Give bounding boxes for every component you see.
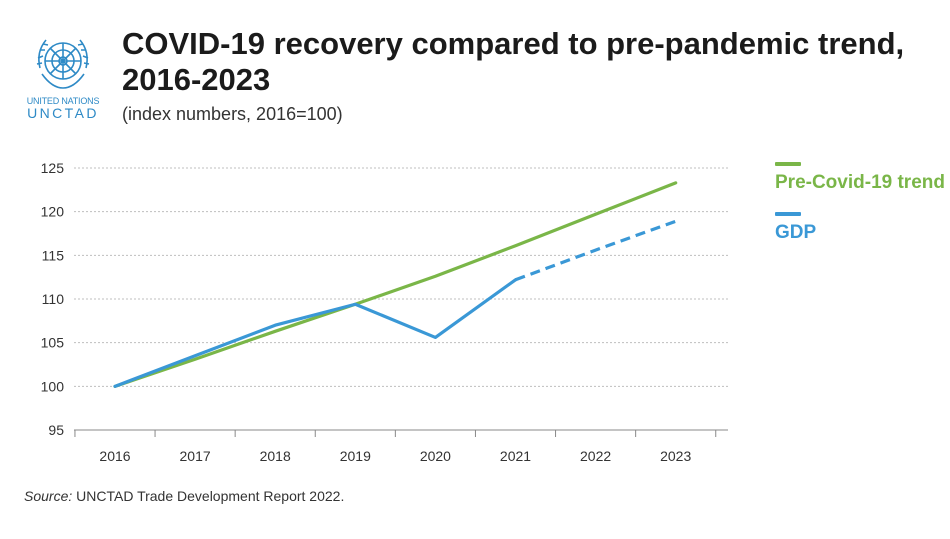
chart-series bbox=[113, 181, 678, 388]
source-label: Source: bbox=[24, 488, 73, 504]
x-tick-label: 2017 bbox=[180, 448, 211, 464]
x-tick-label: 2020 bbox=[420, 448, 451, 464]
source-text: UNCTAD Trade Development Report 2022. bbox=[72, 488, 345, 504]
y-tick-label: 105 bbox=[41, 335, 65, 351]
legend-item-gdp: GDP bbox=[775, 212, 945, 244]
x-tick-label: 2018 bbox=[260, 448, 291, 464]
legend-swatch-gdp bbox=[775, 212, 801, 216]
x-tick-label: 2019 bbox=[340, 448, 371, 464]
legend-item-trend: Pre-Covid-19 trend bbox=[775, 162, 945, 194]
legend-swatch-trend bbox=[775, 162, 801, 166]
x-tick-label: 2022 bbox=[580, 448, 611, 464]
y-tick-label: 100 bbox=[41, 378, 65, 394]
legend-label-trend: Pre-Covid-19 trend bbox=[775, 172, 945, 193]
logo-org-text: UNITED NATIONS bbox=[26, 96, 100, 106]
x-axis: 2016 2017 2018 2019 2020 2021 2022 2023 bbox=[74, 429, 728, 464]
series-line-pre-covid-trend bbox=[113, 181, 678, 388]
y-tick-label: 115 bbox=[42, 247, 65, 263]
chart-subtitle: (index numbers, 2016=100) bbox=[122, 104, 343, 124]
chart-grid bbox=[74, 167, 728, 387]
y-tick-label: 95 bbox=[48, 422, 64, 438]
legend-label-gdp: GDP bbox=[775, 222, 817, 243]
unctad-logo: UNITED NATIONS UNCTAD bbox=[20, 28, 106, 128]
x-tick-label: 2016 bbox=[99, 448, 130, 464]
chart-legend: Pre-Covid-19 trend GDP bbox=[775, 162, 945, 262]
y-tick-label: 125 bbox=[41, 160, 65, 176]
y-tick-label: 110 bbox=[42, 291, 65, 307]
y-tick-label: 120 bbox=[41, 204, 65, 220]
source-note: Source: UNCTAD Trade Development Report … bbox=[24, 488, 344, 504]
x-tick-label: 2021 bbox=[500, 448, 531, 464]
logo-name-text: UNCTAD bbox=[27, 105, 99, 121]
line-chart: 95 100 105 110 115 120 125 2016 2017 2018 2019 202… bbox=[41, 160, 728, 464]
y-axis: 95 100 105 110 115 120 125 bbox=[41, 160, 65, 438]
un-emblem-icon bbox=[36, 39, 90, 89]
x-tick-label: 2023 bbox=[660, 448, 691, 464]
series-line-gdp-projection bbox=[514, 219, 677, 282]
chart-title: COVID-19 recovery compared to pre-pandem… bbox=[122, 26, 905, 97]
series-line-gdp bbox=[113, 278, 518, 388]
